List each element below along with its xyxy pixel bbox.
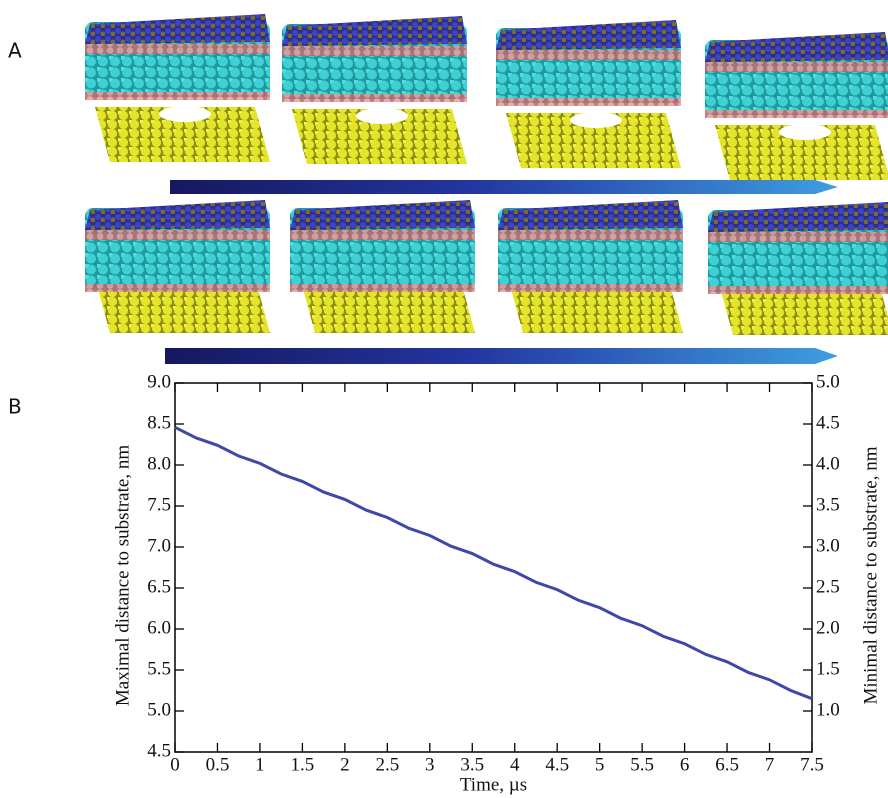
y2-tick-label: 3.0 (816, 535, 840, 556)
y-tick-label: 6.0 (147, 617, 171, 638)
x-tick-label: 6 (680, 754, 690, 775)
y2-tick-label: 4.5 (816, 412, 840, 433)
y2-tick-label: 4.0 (816, 453, 840, 474)
x-tick-label: 1 (255, 754, 265, 775)
arrow (170, 180, 838, 194)
data-line (174, 425, 813, 701)
panel-label: B (8, 395, 22, 419)
y2-tick-label: 1.5 (816, 658, 840, 679)
y-axis-label: Maximal distance to substrate, nm (112, 445, 133, 706)
y2-tick-label: 3.5 (816, 494, 840, 515)
x-tick-label: 7.5 (800, 754, 824, 775)
x-axis-label: Time, µs (460, 774, 527, 795)
x-tick-label: 7 (765, 754, 775, 775)
x-tick-label: 6.5 (715, 754, 739, 775)
snapshot (85, 200, 270, 333)
x-tick-label: 3.5 (460, 754, 484, 775)
y-tick-label: 7.0 (147, 535, 171, 556)
x-tick-label: 2 (340, 754, 350, 775)
x-tick-label: 1.5 (291, 754, 315, 775)
x-tick-label: 5.5 (630, 754, 654, 775)
y-tick-label: 4.5 (147, 740, 171, 761)
y-tick-label: 9.0 (147, 371, 171, 392)
y2-tick-label: 5.0 (816, 371, 840, 392)
plot-frame (174, 382, 813, 753)
x-tick-label: 3 (425, 754, 435, 775)
y2-tick-label: 2.5 (816, 576, 840, 597)
arrow (165, 348, 838, 364)
snapshot (708, 202, 888, 335)
x-tick-label: 2.5 (375, 754, 399, 775)
panel-label: A (8, 39, 22, 63)
y-tick-label: 7.5 (147, 494, 171, 515)
y-tick-label: 6.5 (147, 576, 171, 597)
x-tick-label: 4.5 (545, 754, 569, 775)
snapshot (290, 200, 475, 333)
snapshot (705, 32, 888, 180)
y-tick-label: 8.5 (147, 412, 171, 433)
snapshot (496, 20, 681, 168)
y2-tick-label: 2.0 (816, 617, 840, 638)
y2-axis-label: Minimal distance to substrate, nm (860, 446, 881, 704)
x-tick-label: 0 (170, 754, 180, 775)
y2-tick-label: 1.0 (816, 699, 840, 720)
x-tick-label: 0.5 (206, 754, 230, 775)
snapshot (282, 16, 467, 164)
snapshot (498, 200, 683, 333)
y-tick-label: 5.0 (147, 699, 171, 720)
y-tick-label: 5.5 (147, 658, 171, 679)
line-chart: 0 0.5 1 1.5 2 2.5 3 3.5 4 4.5 5 5.5 6 6.5 7 7.5 4.5 5.0 5.… (112, 371, 881, 795)
x-tick-label: 5 (595, 754, 605, 775)
x-tick-label: 4 (510, 754, 520, 775)
y-tick-label: 8.0 (147, 453, 171, 474)
snapshot (85, 14, 270, 162)
